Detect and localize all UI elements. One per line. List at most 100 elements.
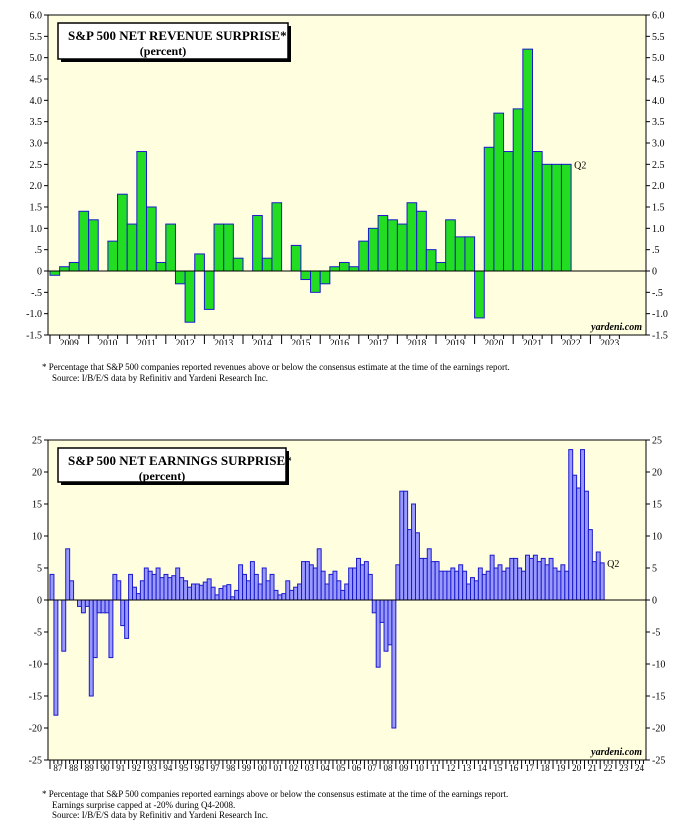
bar — [210, 586, 216, 601]
y-tick-label-left: 20 — [32, 468, 42, 479]
bar — [285, 580, 291, 601]
bar — [304, 561, 310, 601]
bar — [223, 223, 234, 272]
bar — [426, 548, 432, 601]
y-tick-label-left: 2.0 — [30, 181, 43, 192]
y-tick-label-left: -20 — [29, 724, 42, 735]
bar — [198, 584, 204, 601]
bar — [293, 586, 299, 601]
bar — [80, 599, 86, 614]
x-tick-label: 18 — [541, 763, 551, 773]
bar — [414, 532, 420, 601]
bar — [505, 567, 511, 601]
bar — [576, 487, 582, 601]
watermark: yardeni.com — [590, 322, 642, 333]
bar — [246, 580, 251, 601]
bar — [107, 240, 119, 272]
bar — [116, 580, 122, 601]
x-tick-label: 2017 — [369, 339, 388, 345]
bar — [112, 573, 118, 601]
bar — [540, 557, 546, 601]
y-tick-label-right: 6.0 — [652, 11, 665, 22]
bar — [583, 490, 589, 601]
bar — [319, 270, 331, 285]
y-tick-label-left: -10 — [29, 660, 42, 671]
x-tick-label: 11 — [431, 763, 440, 773]
bar — [595, 551, 601, 601]
bar — [213, 223, 225, 272]
x-tick-label: 12 — [446, 763, 455, 773]
bar — [425, 249, 437, 272]
bar — [126, 223, 138, 272]
bar — [501, 570, 507, 601]
bar — [481, 573, 487, 601]
revenue-footnote-text: * Percentage that S&P 500 companies repo… — [42, 362, 510, 372]
bar — [407, 529, 413, 601]
bar — [308, 564, 314, 601]
x-tick-label: 05 — [336, 763, 346, 773]
chart-title: S&P 500 NET EARNINGS SURPRISE* — [68, 453, 292, 468]
bar — [348, 266, 360, 272]
revenue-footnote: * Percentage that S&P 500 companies repo… — [42, 362, 510, 383]
y-tick-label-left: 5.5 — [30, 32, 43, 43]
bar — [446, 570, 452, 601]
bar — [194, 253, 205, 272]
y-tick-label-left: -15 — [29, 692, 42, 703]
bar — [202, 581, 208, 601]
bar — [344, 583, 350, 601]
bar — [273, 589, 279, 601]
y-tick-label-left: 1.5 — [30, 203, 43, 214]
bar — [117, 193, 128, 272]
bar — [203, 270, 215, 310]
bar — [512, 108, 524, 272]
x-tick-label: 87 — [53, 763, 63, 773]
y-tick-label-right: 2.0 — [652, 181, 665, 192]
bar — [300, 270, 312, 281]
bar — [269, 573, 275, 601]
title-box — [57, 447, 287, 483]
x-tick-label: 2016 — [330, 339, 349, 345]
x-tick-label: 24 — [635, 763, 645, 773]
x-tick-label: 93 — [148, 763, 158, 773]
x-tick-label: 00 — [258, 763, 268, 773]
bar — [458, 564, 464, 601]
bar — [599, 562, 605, 601]
bar — [548, 557, 554, 601]
bar — [249, 561, 255, 601]
bar — [454, 236, 466, 272]
bar — [165, 223, 176, 272]
bar — [522, 48, 533, 272]
x-tick-label: 2012 — [176, 339, 195, 345]
y-tick-label-right: -.5 — [652, 288, 663, 299]
y-tick-label-right: 20 — [652, 468, 662, 479]
bar — [78, 210, 90, 272]
y-tick-label-right: 4.5 — [652, 75, 665, 86]
bar — [253, 573, 259, 601]
bar — [422, 557, 428, 601]
bar — [336, 580, 342, 601]
bar — [167, 577, 173, 601]
bar — [194, 583, 200, 601]
x-tick-label: 2018 — [407, 339, 426, 345]
x-tick-label: 96 — [195, 763, 205, 773]
earnings-footnote-text: * Percentage that S&P 500 companies repo… — [42, 789, 509, 799]
y-tick-label-right: 0 — [652, 267, 657, 278]
y-tick-label-left: 4.5 — [30, 75, 43, 86]
bar — [159, 577, 165, 601]
x-tick-label: 2023 — [600, 339, 619, 345]
y-tick-label-right: -25 — [652, 756, 665, 767]
bar — [544, 564, 550, 601]
y-tick-label-right: -15 — [652, 692, 665, 703]
bar — [179, 577, 185, 601]
y-tick-label-left: 2.5 — [30, 160, 43, 171]
bar — [434, 561, 440, 601]
bar — [438, 570, 444, 601]
bar — [100, 599, 106, 614]
bar — [340, 589, 346, 601]
bar — [252, 215, 263, 272]
y-tick-label-left: .5 — [35, 245, 43, 256]
bar — [391, 599, 397, 729]
y-tick-label-right: 0 — [652, 596, 657, 607]
bar — [528, 557, 534, 601]
x-tick-label: 09 — [399, 763, 409, 773]
